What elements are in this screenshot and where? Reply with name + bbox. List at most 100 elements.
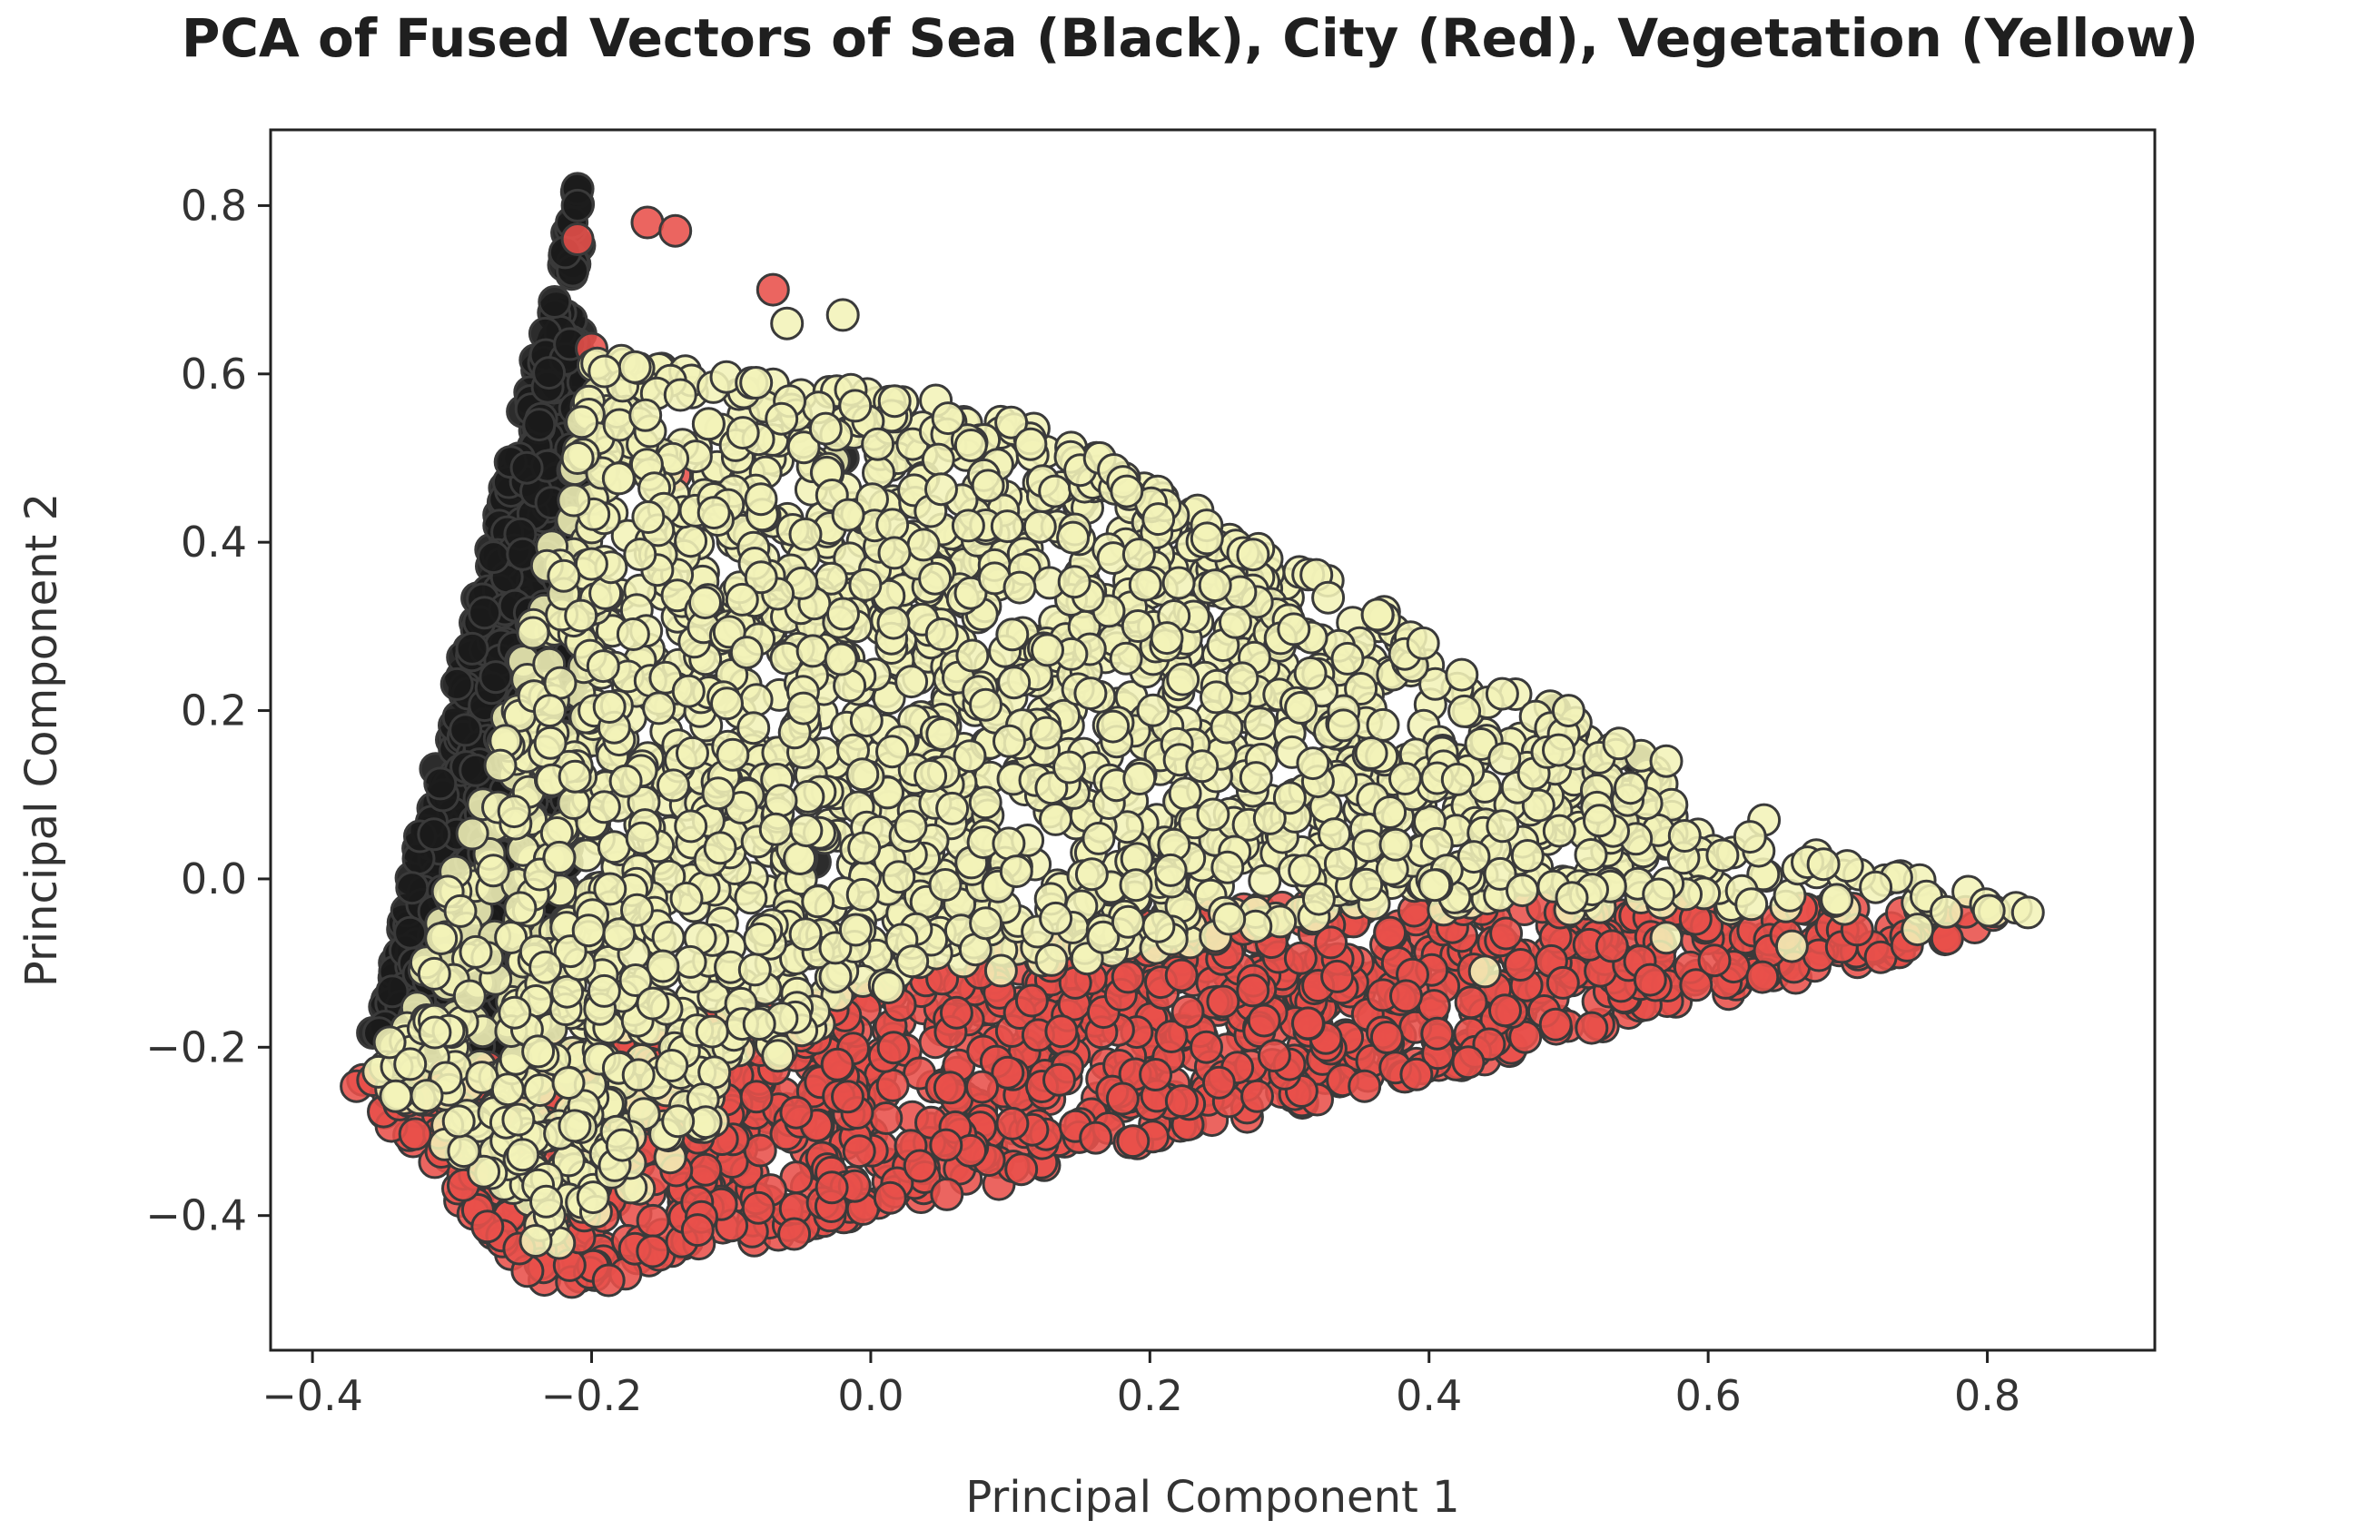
vegetation-point xyxy=(558,1109,592,1143)
y-tick-label: 0.0 xyxy=(181,854,247,903)
vegetation-point xyxy=(1196,797,1230,832)
y-tick-label: 0.4 xyxy=(181,518,247,567)
vegetation-point xyxy=(452,979,487,1013)
vegetation-point xyxy=(1734,887,1769,922)
vegetation-point xyxy=(1583,804,1616,838)
vegetation-point xyxy=(1288,854,1322,888)
city-point xyxy=(1247,1003,1281,1038)
vegetation-point xyxy=(955,638,990,673)
sea-point xyxy=(468,596,502,630)
vegetation-point xyxy=(824,642,858,676)
vegetation-point xyxy=(1128,568,1162,602)
city-point xyxy=(1257,1039,1291,1073)
x-tick-label: −0.4 xyxy=(262,1371,363,1420)
vegetation-point xyxy=(928,868,963,902)
vegetation-point xyxy=(736,711,771,745)
vegetation-point xyxy=(969,687,1002,722)
vegetation-point xyxy=(1296,746,1330,781)
y-tick-label: 0.2 xyxy=(181,686,247,735)
sea-point xyxy=(439,666,474,701)
vegetation-point xyxy=(818,960,853,994)
city-point xyxy=(1373,915,1407,950)
vegetation-point xyxy=(533,726,568,760)
vegetation-point xyxy=(674,524,708,558)
vegetation-point xyxy=(1705,838,1740,873)
vegetation-point xyxy=(1284,691,1318,725)
vegetation-point xyxy=(743,922,777,956)
vegetation-point xyxy=(1614,771,1647,805)
vegetation-point xyxy=(1445,657,1479,692)
vegetation-point xyxy=(506,1138,540,1172)
vegetation-point xyxy=(542,840,577,874)
vegetation-point xyxy=(1366,707,1400,742)
city-point xyxy=(636,1203,670,1238)
vegetation-point xyxy=(1440,762,1475,796)
city-point xyxy=(1164,958,1199,992)
city-point xyxy=(1575,1011,1609,1045)
city-point xyxy=(903,1149,937,1183)
city-point xyxy=(1105,1081,1140,1116)
city-point xyxy=(1633,962,1667,997)
vegetation-point xyxy=(875,508,910,542)
vegetation-point xyxy=(410,1079,444,1113)
vegetation-point xyxy=(789,814,824,848)
vegetation-point xyxy=(875,735,909,769)
vegetation-point xyxy=(744,482,778,517)
vegetation-point xyxy=(551,1066,586,1101)
city-point xyxy=(1240,1079,1274,1113)
vegetation-point xyxy=(661,1104,696,1139)
vegetation-point xyxy=(1212,902,1247,936)
sea-point xyxy=(417,817,451,852)
vegetation-point xyxy=(617,350,652,384)
city-point xyxy=(1417,989,1451,1023)
city-point xyxy=(777,1217,812,1251)
vegetation-point xyxy=(543,666,578,700)
vegetation-point xyxy=(1667,819,1702,853)
vegetation-point xyxy=(924,472,958,507)
vegetation-point xyxy=(1649,921,1684,955)
x-tick-label: 0.4 xyxy=(1396,1371,1462,1420)
city-point xyxy=(933,1071,967,1105)
vegetation-point xyxy=(921,442,955,477)
vegetation-point xyxy=(1013,427,1048,461)
city-point xyxy=(1697,943,1732,978)
vegetation-point xyxy=(838,913,873,947)
vegetation-point xyxy=(1190,521,1224,556)
vegetation-point xyxy=(826,597,860,631)
sea-point xyxy=(479,660,513,695)
city-point xyxy=(680,1213,715,1248)
vegetation-point xyxy=(1056,520,1091,555)
y-tick-label: −0.2 xyxy=(145,1022,247,1071)
vegetation-point xyxy=(691,407,726,441)
vegetation-point xyxy=(894,809,928,844)
vegetation-point xyxy=(616,617,650,651)
sea-point xyxy=(423,766,458,801)
city-point xyxy=(1079,1120,1113,1155)
vegetation-point xyxy=(895,944,930,979)
vegetation-point xyxy=(1168,776,1202,811)
vegetation-point xyxy=(848,568,883,602)
vegetation-point xyxy=(925,717,960,751)
vegetation-point xyxy=(605,1128,639,1162)
city-point xyxy=(873,1180,907,1215)
sea-point xyxy=(477,540,510,575)
vegetation-point xyxy=(676,735,709,770)
vegetation-point xyxy=(1774,929,1809,963)
vegetation-point xyxy=(1733,820,1767,854)
vegetation-point xyxy=(1277,612,1311,647)
city-point xyxy=(755,272,790,307)
vegetation-point xyxy=(1301,882,1336,916)
vegetation-point xyxy=(501,1102,536,1137)
vegetation-point xyxy=(734,881,768,915)
vegetation-point xyxy=(894,665,929,699)
city-point xyxy=(1489,916,1524,951)
x-tick-label: −0.2 xyxy=(541,1371,643,1420)
city-point xyxy=(1236,973,1270,1008)
vegetation-point xyxy=(761,1039,795,1073)
vegetation-point xyxy=(663,378,697,412)
vegetation-point xyxy=(688,586,722,620)
city-point xyxy=(1042,1062,1076,1097)
vegetation-point xyxy=(1109,641,1143,676)
city-point xyxy=(1389,979,1423,1013)
